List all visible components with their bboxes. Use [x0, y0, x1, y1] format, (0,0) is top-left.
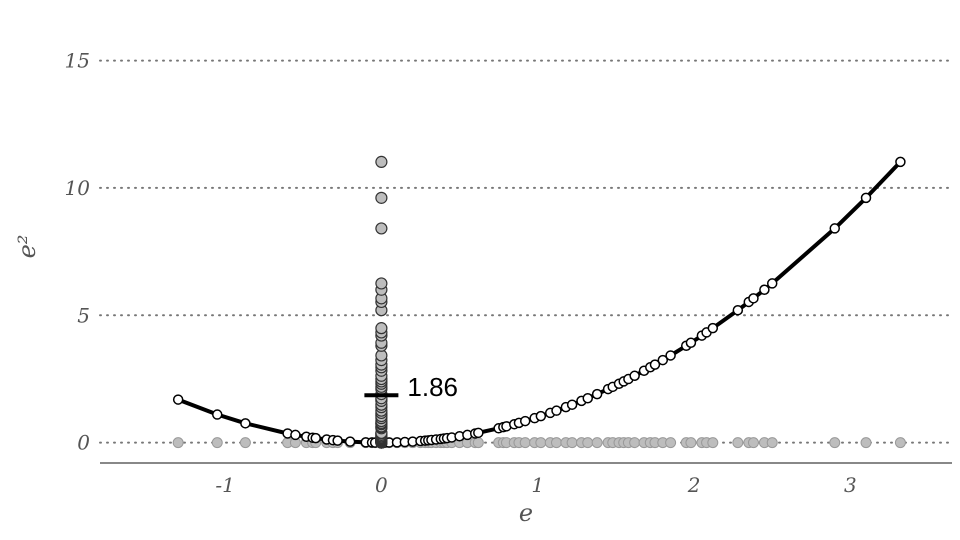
parabola-point: [551, 405, 562, 416]
strip-point: [375, 155, 388, 168]
rug-point: [766, 437, 778, 449]
strip-point: [375, 191, 388, 204]
parabola-point: [748, 293, 759, 304]
parabola-point: [732, 304, 744, 316]
parabola-point: [766, 278, 778, 289]
x-axis-title: e: [519, 499, 533, 527]
parabola-point: [310, 432, 321, 444]
parabola-point: [759, 284, 770, 295]
rug-point: [239, 437, 251, 449]
strip-point: [375, 322, 388, 335]
x-tick-label: 1: [531, 473, 544, 497]
rug-point: [894, 437, 906, 449]
parabola-point: [566, 399, 578, 410]
x-tick-label: -1: [215, 473, 234, 497]
parabola-point: [649, 359, 661, 370]
parabola-point: [707, 322, 719, 334]
rug-point: [629, 437, 641, 449]
y-tick-label: 15: [65, 49, 90, 73]
mean-label: 1.86: [407, 372, 458, 402]
grid-layer: [99, 59, 953, 444]
mean-marker-group: 1.86: [364, 372, 458, 402]
rug-points: [172, 437, 906, 449]
rug-point: [172, 437, 184, 449]
y-tick-labels: 0 5 10 15: [65, 49, 91, 455]
strip-points: [375, 155, 388, 449]
parabola-point: [344, 436, 356, 447]
rug-point: [732, 437, 744, 449]
rug-point: [472, 437, 484, 449]
parabola-point: [629, 370, 640, 382]
rug-point: [535, 437, 547, 449]
rug-point: [829, 437, 841, 449]
rug-point: [591, 437, 603, 449]
parabola-points: [172, 156, 906, 448]
parabola-point: [290, 429, 301, 441]
rug-point: [211, 437, 223, 449]
rug-point: [707, 437, 719, 449]
parabola-layer: [176, 159, 903, 445]
rug-point: [665, 437, 677, 449]
rug-point: [747, 437, 759, 449]
strip-point: [375, 222, 388, 235]
parabola-point: [172, 394, 184, 405]
parabola-point: [582, 392, 594, 404]
parabola-point: [657, 354, 669, 366]
parabola-point: [591, 388, 603, 400]
rug-point: [860, 437, 872, 449]
parabola-point: [665, 350, 676, 361]
parabola-point: [473, 427, 484, 439]
parabola-point: [211, 409, 223, 420]
y-tick-label: 5: [77, 303, 90, 327]
parabola-point: [829, 223, 841, 234]
parabola-point: [535, 410, 547, 422]
parabola-point: [860, 192, 872, 204]
parabola-point: [685, 337, 697, 349]
y-tick-label: 10: [65, 176, 91, 200]
rug-point: [566, 437, 578, 449]
parabola-line: [176, 159, 903, 445]
parabola-point: [895, 156, 906, 168]
y-axis-title: e²: [13, 235, 41, 259]
parabola-point: [332, 435, 343, 446]
x-tick-label: 0: [375, 473, 388, 497]
parabola-point: [519, 415, 531, 427]
rug-point: [550, 437, 562, 449]
y-tick-label: 0: [77, 431, 90, 455]
rug-point: [519, 437, 531, 449]
x-tick-labels: -1 0 1 2 3: [215, 473, 856, 497]
rug-point: [582, 437, 594, 449]
parabola-point: [240, 418, 251, 429]
strip-point: [375, 277, 388, 290]
rug-point: [685, 437, 697, 449]
x-tick-label: 2: [687, 473, 701, 497]
x-tick-label: 3: [844, 473, 857, 497]
